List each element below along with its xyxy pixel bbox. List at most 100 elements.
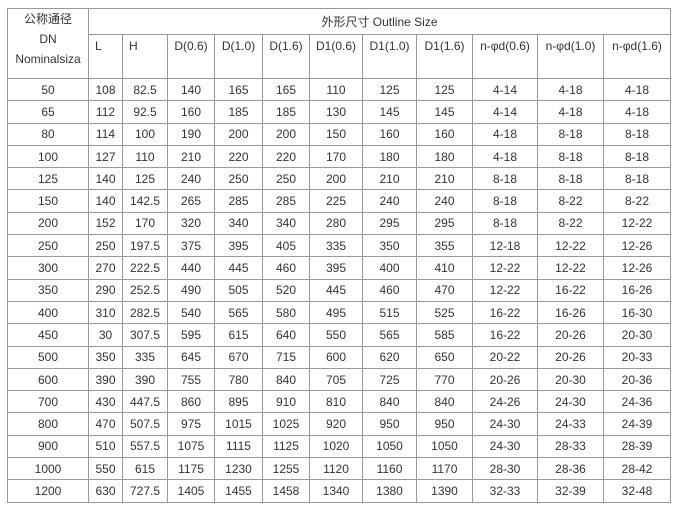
table-cell: 24-30 [537, 390, 604, 414]
table-cell: 240 [167, 167, 215, 191]
table-cell: 30 [88, 323, 123, 347]
table-row: 200 152 170 320 340 340 280 295 295 8-18 8-22 12-22 [7, 211, 671, 236]
table-cell: 510 [88, 434, 123, 459]
column-header: D1(0.6) [309, 34, 363, 79]
table-cell: 28-33 [537, 434, 604, 459]
table-row: 500 350 335 645 670 715 600 620 650 20-22 20-26 20-… [7, 345, 671, 369]
table-cell: 975 [167, 412, 215, 436]
table-cell: 460 [362, 278, 417, 302]
table-cell: 600 [309, 345, 363, 369]
dn-cell: 300 [7, 256, 89, 280]
table-cell: 24-30 [472, 412, 538, 436]
header-row-2: L H D(0.6) D(1.0) D(1.6) D1(0.6) D1(1.0) D1(1.6… [8, 34, 671, 79]
table-cell: 28-39 [603, 434, 671, 459]
table-cell: 190 [167, 122, 215, 146]
table-cell: 557.5 [122, 434, 168, 459]
table-cell: 490 [167, 278, 215, 302]
table-cell: 4-18 [472, 122, 538, 146]
dn-cell: 350 [7, 278, 89, 302]
table-cell: 24-36 [603, 390, 671, 414]
table-cell: 250 [88, 234, 123, 258]
table-cell: 150 [309, 122, 363, 146]
table-cell: 200 [214, 122, 263, 146]
table-cell: 8-18 [537, 122, 604, 146]
table-cell: 100 [122, 122, 168, 146]
table-cell: 125 [416, 77, 473, 102]
table-row: 900 510 557.5 1075 1115 1125 1020 1050 1050 24-30… [7, 434, 671, 459]
table-cell: 140 [88, 189, 123, 213]
table-cell: 250 [262, 167, 310, 191]
table-cell: 445 [309, 278, 363, 302]
table-cell: 285 [262, 189, 310, 213]
table-cell: 210 [167, 144, 215, 169]
table-cell: 4-18 [472, 144, 538, 169]
table-cell: 540 [167, 300, 215, 325]
table-cell: 282.5 [122, 300, 168, 325]
table-cell: 20-30 [537, 367, 604, 392]
table-cell: 20-26 [537, 345, 604, 369]
table-cell: 615 [214, 323, 263, 347]
table-cell: 505 [214, 278, 263, 302]
dn-cell: 600 [7, 367, 89, 392]
table-cell: 860 [167, 390, 215, 414]
table-cell: 8-18 [472, 189, 538, 213]
table-cell: 910 [262, 390, 310, 414]
dn-cell: 700 [7, 390, 89, 414]
table-cell: 4-14 [472, 100, 538, 124]
table-cell: 495 [309, 300, 363, 325]
column-header: L [88, 34, 123, 79]
table-cell: 1050 [416, 434, 473, 459]
table-cell: 112 [88, 100, 123, 124]
table-cell: 160 [416, 122, 473, 146]
table-row: 400 310 282.5 540 565 580 495 515 525 16-22 16-26 1… [7, 300, 671, 325]
table-cell: 165 [214, 77, 263, 102]
table-cell: 320 [167, 211, 215, 236]
table-cell: 8-18 [537, 167, 604, 191]
dn-cell: 50 [7, 77, 89, 102]
table-cell: 840 [262, 367, 310, 392]
table-cell: 8-18 [472, 211, 538, 236]
table-cell: 20-26 [537, 323, 604, 347]
dn-cell: 150 [7, 189, 89, 213]
table-cell: 4-18 [537, 77, 604, 102]
column-header: n-φd(1.6) [603, 34, 671, 79]
table-cell: 92.5 [122, 100, 168, 124]
table-cell: 12-22 [537, 234, 604, 258]
table-cell: 390 [122, 367, 168, 392]
table-cell: 295 [362, 211, 417, 236]
table-cell: 340 [262, 211, 310, 236]
table-cell: 1458 [262, 479, 310, 503]
table-cell: 12-22 [603, 211, 671, 236]
table-cell: 355 [416, 234, 473, 258]
table-cell: 285 [214, 189, 263, 213]
table-cell: 1455 [214, 479, 263, 503]
table-cell: 28-42 [603, 457, 671, 481]
table-cell: 520 [262, 278, 310, 302]
table-cell: 16-26 [603, 278, 671, 302]
table-row: 1200 630 727.5 1405 1455 1458 1340 1380 1390 32-3… [7, 479, 671, 503]
table-cell: 4-18 [603, 100, 671, 124]
table-cell: 8-22 [537, 189, 604, 213]
table-cell: 580 [262, 300, 310, 325]
dn-cell: 100 [7, 144, 89, 169]
table-cell: 110 [309, 77, 363, 102]
dn-cell: 1200 [7, 479, 89, 503]
table-cell: 16-30 [603, 300, 671, 325]
table-cell: 670 [214, 345, 263, 369]
table-cell: 240 [416, 189, 473, 213]
table-cell: 770 [416, 367, 473, 392]
table-cell: 1050 [362, 434, 417, 459]
table-cell: 1115 [214, 434, 263, 459]
table-cell: 615 [122, 457, 168, 481]
table-cell: 8-22 [603, 189, 671, 213]
table-cell: 265 [167, 189, 215, 213]
table-cell: 810 [309, 390, 363, 414]
table-cell: 125 [362, 77, 417, 102]
table-cell: 395 [214, 234, 263, 258]
table-cell: 12-18 [472, 234, 538, 258]
table-cell: 727.5 [122, 479, 168, 503]
table-cell: 395 [309, 256, 363, 280]
table-cell: 220 [262, 144, 310, 169]
table-row: 65 112 92.5 160 185 185 130 145 145 4-14 4-18 4-18 [7, 100, 671, 124]
